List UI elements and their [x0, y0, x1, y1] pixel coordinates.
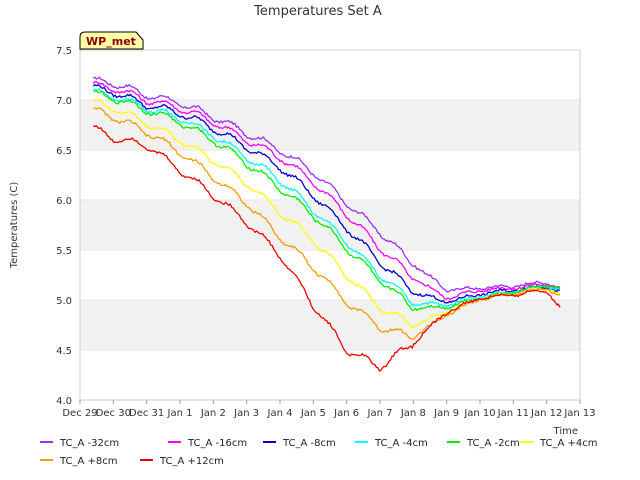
x-tick-label: Jan 6 [333, 408, 359, 419]
x-tick-label: Dec 30 [96, 408, 131, 419]
series-line [93, 107, 561, 340]
legend: TC_A -32cm TC_A -16cm TC_A -8cm TC_A -4cm TC… [40, 438, 598, 467]
series-line [92, 80, 561, 300]
y-tick-label: 4.5 [56, 346, 72, 357]
y-tick-label: 5.5 [56, 246, 72, 257]
legend-label: TC_A +8cm [59, 456, 118, 467]
y-tick-label: 4.0 [56, 396, 72, 407]
badge-label: WP_met [86, 35, 136, 48]
y-axis-label: Temperatures (C) [9, 182, 20, 270]
x-tick-label: Jan 4 [267, 408, 293, 419]
x-tick-label: Jan 8 [400, 408, 426, 419]
legend-label: TC_A -8cm [282, 438, 336, 449]
x-tick-label: Jan 12 [530, 408, 562, 419]
y-tick-label: 7.5 [56, 46, 72, 57]
x-tick-label: Jan 3 [233, 408, 259, 419]
legend-label: TC_A -32cm [59, 438, 119, 449]
x-tick-label: Jan 9 [433, 408, 459, 419]
x-tick-label: Jan 10 [463, 408, 495, 419]
y-tick-label: 7.0 [56, 96, 72, 107]
x-tick-label: Jan 2 [200, 408, 226, 419]
series-line [93, 124, 561, 372]
chart-title: Temperatures Set A [253, 4, 382, 19]
grid-band [80, 100, 580, 150]
legend-label: TC_A -16cm [187, 438, 247, 449]
x-tick-label: Dec 31 [129, 408, 164, 419]
series-line [92, 84, 561, 304]
x-tick-label: Jan 13 [563, 408, 595, 419]
y-tick-label: 6.5 [56, 146, 72, 157]
plot-frame [79, 49, 581, 401]
x-tick-label: Jan 7 [367, 408, 393, 419]
x-tick-label: Jan 11 [497, 408, 529, 419]
legend-label: TC_A -4cm [374, 438, 428, 449]
series-line [93, 76, 561, 293]
station-badge: WP_met [79, 31, 144, 50]
x-tick-label: Jan 1 [167, 408, 193, 419]
y-tick-label: 6.0 [56, 196, 72, 207]
x-axis-label: Time [553, 426, 578, 437]
x-tick-label: Jan 5 [300, 408, 326, 419]
legend-label: TC_A +4cm [539, 438, 598, 449]
badge-shape [79, 31, 144, 50]
grid-band [80, 200, 580, 250]
y-tick-label: 5.0 [56, 296, 72, 307]
series-lines [92, 76, 561, 372]
legend-label: TC_A +12cm [159, 456, 224, 467]
x-tick-label: Dec 29 [62, 408, 97, 419]
legend-label: TC_A -2cm [466, 438, 520, 449]
